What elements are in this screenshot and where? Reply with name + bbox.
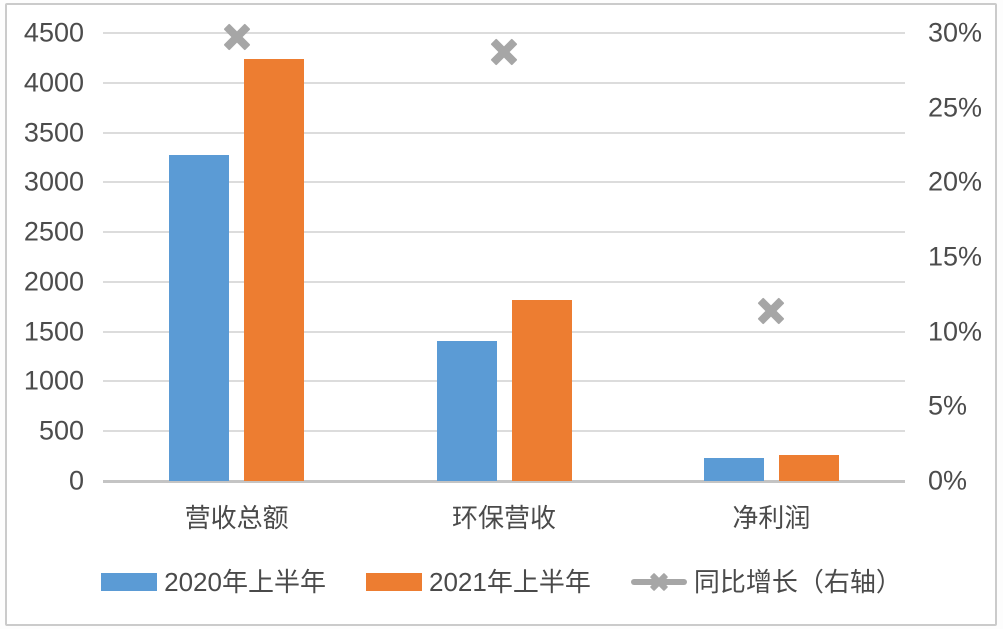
plot-area bbox=[103, 24, 905, 483]
legend-item: 2021年上半年 bbox=[365, 567, 591, 597]
legend-item: 同比增长（右轴） bbox=[630, 567, 902, 597]
legend-line-x-icon bbox=[630, 571, 687, 593]
bar-2020年上半年-营收总额 bbox=[169, 155, 230, 481]
legend-label: 2020年上半年 bbox=[164, 567, 326, 597]
right-axis-tick-label: 20% bbox=[928, 166, 983, 197]
left-axis-tick-label: 1500 bbox=[23, 316, 84, 347]
gridline bbox=[103, 131, 905, 134]
legend-label: 2021年上半年 bbox=[428, 567, 591, 597]
gridline bbox=[103, 81, 905, 84]
growth-marker-环保营收 bbox=[489, 37, 519, 67]
x-axis-line bbox=[103, 480, 905, 483]
left-axis-tick-label: 3500 bbox=[23, 117, 84, 148]
left-axis-tick-label: 500 bbox=[38, 415, 84, 446]
left-axis-tick-label: 3000 bbox=[23, 166, 84, 197]
gridline bbox=[103, 280, 905, 283]
bar-2020年上半年-环保营收 bbox=[436, 340, 497, 481]
left-axis-tick-label: 0 bbox=[68, 465, 84, 496]
legend-item: 2020年上半年 bbox=[101, 567, 326, 597]
right-axis-tick-label: 15% bbox=[928, 241, 983, 272]
category-label-营收总额: 营收总额 bbox=[184, 503, 289, 533]
gridline bbox=[103, 330, 905, 333]
right-axis-tick-label: 5% bbox=[928, 390, 968, 421]
category-label-净利润: 净利润 bbox=[732, 503, 811, 533]
right-axis-tick-label: 30% bbox=[928, 17, 983, 48]
legend-x-marker-icon bbox=[649, 572, 669, 592]
gridline bbox=[103, 430, 905, 433]
legend-label: 同比增长（右轴） bbox=[693, 567, 902, 597]
left-axis-tick-label: 4500 bbox=[23, 17, 84, 48]
gridline bbox=[103, 380, 905, 383]
right-axis-tick-label: 25% bbox=[928, 92, 983, 123]
chart-legend: 2020年上半年 2021年上半年 同比增长（右轴） bbox=[0, 563, 1003, 601]
gridline bbox=[103, 32, 905, 34]
growth-marker-净利润 bbox=[756, 296, 786, 326]
left-axis-tick-label: 4000 bbox=[23, 67, 84, 98]
left-axis-tick-label: 2500 bbox=[23, 216, 84, 247]
left-axis-tick-label: 1000 bbox=[23, 365, 84, 396]
bar-2021年上半年-营收总额 bbox=[244, 58, 305, 481]
left-axis-tick-label: 2000 bbox=[23, 266, 84, 297]
bar-2020年上半年-净利润 bbox=[703, 457, 764, 481]
legend-swatch-icon bbox=[365, 573, 422, 591]
legend-swatch-icon bbox=[101, 573, 158, 591]
bar-2021年上半年-净利润 bbox=[778, 454, 839, 481]
right-axis-tick-label: 10% bbox=[928, 316, 983, 347]
gridline bbox=[103, 181, 905, 184]
right-axis-tick-label: 0% bbox=[928, 465, 968, 496]
gridline bbox=[103, 231, 905, 234]
growth-marker-营收总额 bbox=[222, 22, 252, 52]
bar-2021年上半年-环保营收 bbox=[511, 300, 572, 481]
category-label-环保营收: 环保营收 bbox=[451, 503, 556, 533]
